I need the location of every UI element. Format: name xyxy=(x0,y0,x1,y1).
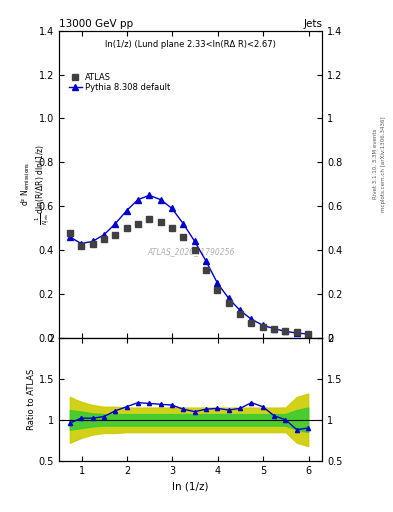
Pythia 8.308 default xyxy=(181,221,186,227)
Pythia 8.308 default xyxy=(204,258,208,264)
Pythia 8.308 default xyxy=(294,330,299,336)
Y-axis label: Ratio to ATLAS: Ratio to ATLAS xyxy=(27,369,36,430)
Pythia 8.308 default xyxy=(101,232,106,238)
ATLAS xyxy=(113,232,118,238)
ATLAS xyxy=(204,267,208,273)
Pythia 8.308 default xyxy=(249,316,254,323)
ATLAS xyxy=(226,300,231,306)
ATLAS xyxy=(101,236,106,242)
Text: ATLAS_2020_I1790256: ATLAS_2020_I1790256 xyxy=(147,247,234,257)
Pythia 8.308 default xyxy=(226,295,231,302)
Pythia 8.308 default xyxy=(158,197,163,203)
Text: mcplots.cern.ch [arXiv:1306.3436]: mcplots.cern.ch [arXiv:1306.3436] xyxy=(381,116,386,211)
ATLAS xyxy=(170,225,174,231)
Text: ln(1/z) (Lund plane 2.33<ln(RΔ R)<2.67): ln(1/z) (Lund plane 2.33<ln(RΔ R)<2.67) xyxy=(105,40,276,49)
ATLAS xyxy=(68,229,72,236)
ATLAS xyxy=(215,287,220,293)
Pythia 8.308 default xyxy=(283,328,288,334)
ATLAS xyxy=(294,329,299,335)
Text: Rivet 3.1.10, 3.3M events: Rivet 3.1.10, 3.3M events xyxy=(373,129,378,199)
Pythia 8.308 default xyxy=(306,331,310,337)
ATLAS xyxy=(238,311,242,317)
ATLAS xyxy=(306,330,310,336)
ATLAS xyxy=(249,319,254,326)
Legend: ATLAS, Pythia 8.308 default: ATLAS, Pythia 8.308 default xyxy=(66,69,174,96)
Pythia 8.308 default xyxy=(215,280,220,286)
ATLAS xyxy=(261,324,265,330)
Text: Jets: Jets xyxy=(303,18,322,29)
Line: Pythia 8.308 default: Pythia 8.308 default xyxy=(67,193,311,337)
Pythia 8.308 default xyxy=(170,205,174,211)
Pythia 8.308 default xyxy=(113,221,118,227)
Pythia 8.308 default xyxy=(192,238,197,244)
Pythia 8.308 default xyxy=(79,241,84,247)
Pythia 8.308 default xyxy=(124,207,129,214)
ATLAS xyxy=(272,326,277,332)
ATLAS xyxy=(90,241,95,247)
Pythia 8.308 default xyxy=(68,234,72,240)
Pythia 8.308 default xyxy=(272,326,277,332)
ATLAS xyxy=(158,219,163,225)
ATLAS xyxy=(147,217,152,223)
Line: ATLAS: ATLAS xyxy=(67,217,311,336)
ATLAS xyxy=(283,328,288,334)
X-axis label: ln (1/z): ln (1/z) xyxy=(173,481,209,491)
Pythia 8.308 default xyxy=(147,192,152,198)
ATLAS xyxy=(79,243,84,249)
ATLAS xyxy=(124,225,129,231)
Pythia 8.308 default xyxy=(261,322,265,328)
Pythia 8.308 default xyxy=(238,307,242,313)
ATLAS xyxy=(192,247,197,253)
ATLAS xyxy=(136,221,140,227)
Text: 13000 GeV pp: 13000 GeV pp xyxy=(59,18,133,29)
ATLAS xyxy=(181,234,186,240)
Pythia 8.308 default xyxy=(136,197,140,203)
Y-axis label: d² N$_\mathregular{emissions}$
$\frac{1}{N_{jets}}$dln(R/ΔR) dln(1/z): d² N$_\mathregular{emissions}$ $\frac{1}… xyxy=(20,144,52,225)
Pythia 8.308 default xyxy=(90,238,95,244)
